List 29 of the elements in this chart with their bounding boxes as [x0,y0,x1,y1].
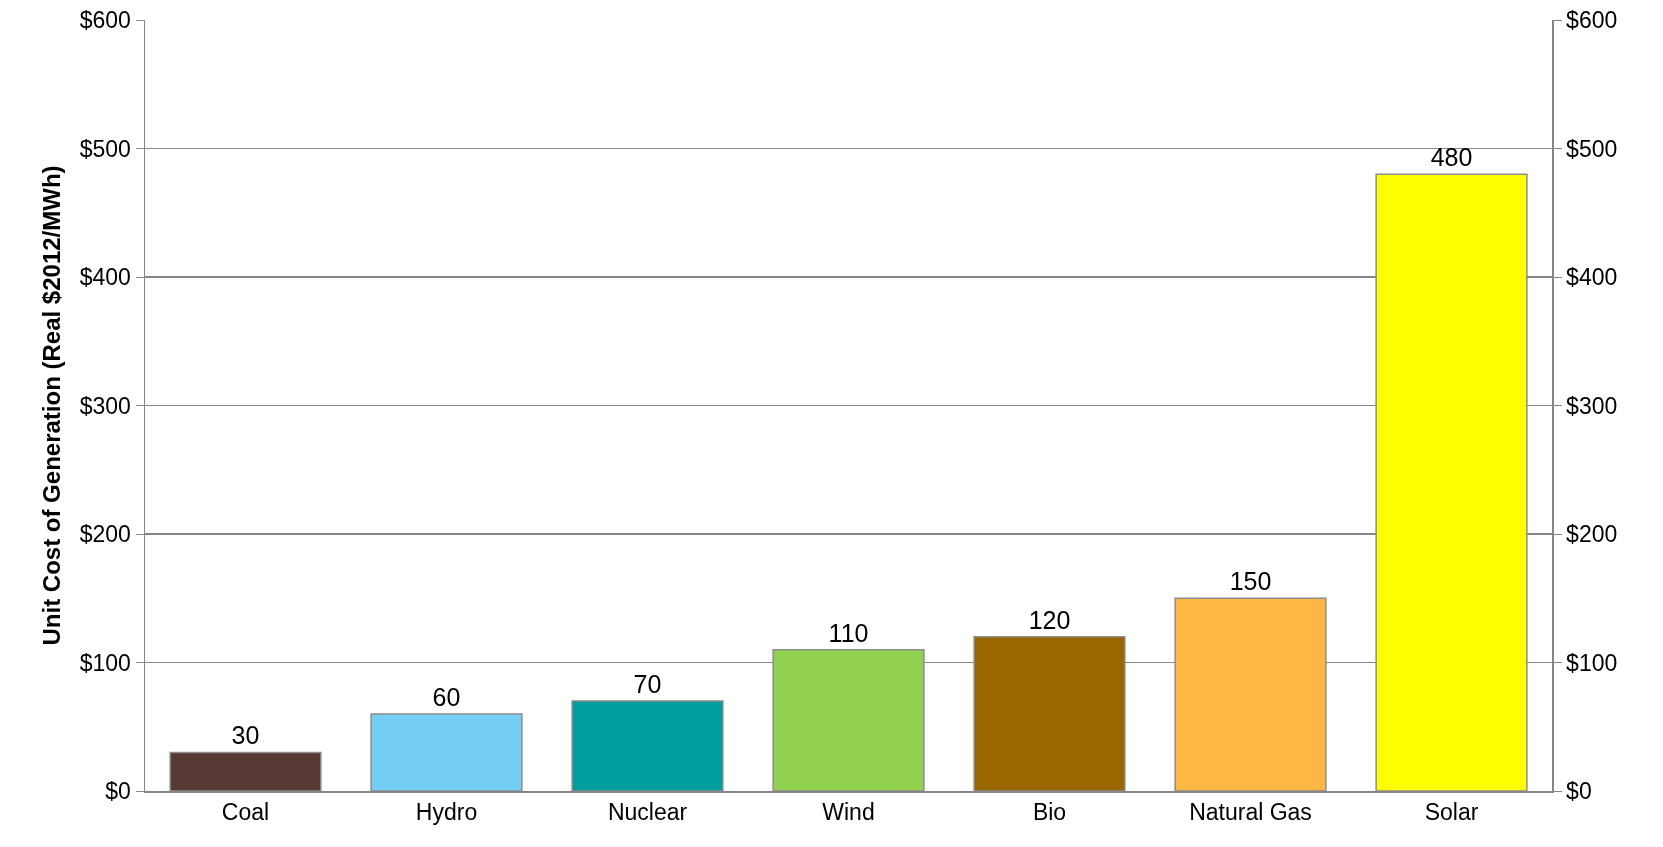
y2-tick-label: $600 [1566,7,1618,34]
x-tick-label: Hydro [415,799,478,826]
y-tick-label: $400 [79,264,131,291]
y-tick-label: $100 [79,649,131,676]
x-tick-label: Solar [1424,799,1479,826]
data-label: 150 [1229,567,1272,596]
data-label: 60 [432,682,461,711]
y2-tick-label: $200 [1566,521,1618,548]
data-label: 480 [1430,143,1473,172]
x-tick-label: Coal [221,799,270,826]
y2-tick-label: $0 [1566,778,1592,805]
y2-tick-label: $500 [1566,135,1618,162]
y-axis-title: Unit Cost of Generation (Real $2012/MWh) [38,165,66,646]
y-tick-label: $600 [79,7,131,34]
y-tick-label: $0 [105,778,131,805]
data-label: 70 [633,670,662,699]
x-tick-label: Nuclear [607,799,688,826]
y2-tick-label: $400 [1566,264,1618,291]
x-tick-label: Bio [1032,799,1067,826]
y2-tick-label: $300 [1566,392,1618,419]
x-tick-label: Wind [822,799,875,826]
data-label: 120 [1028,605,1071,634]
y-tick-label: $500 [79,135,131,162]
y2-tick-label: $100 [1566,649,1618,676]
x-tick-label: Natural Gas [1189,799,1312,826]
y-tick-label: $200 [79,521,131,548]
y-tick-label: $300 [79,392,131,419]
data-label: 30 [231,721,260,750]
data-label: 110 [828,618,869,647]
